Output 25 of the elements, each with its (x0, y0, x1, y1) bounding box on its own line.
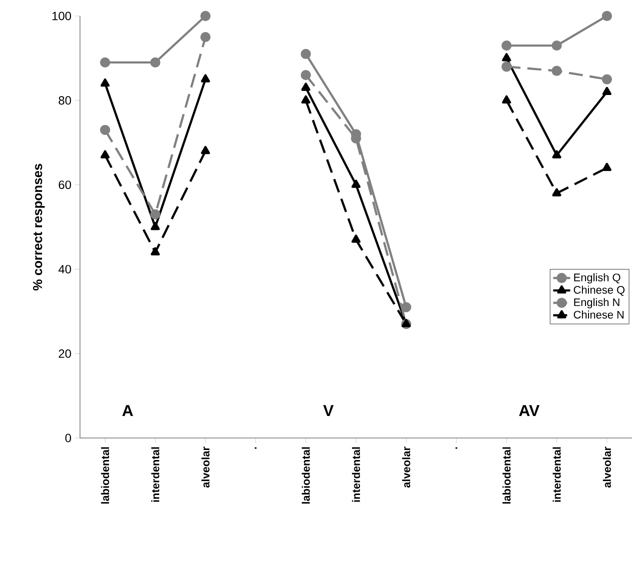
x-tick-label: labiodental (302, 447, 310, 504)
y-axis-title: % correct responses (33, 164, 45, 290)
annotation: AV (519, 405, 540, 416)
legend-label: English N (574, 298, 620, 308)
x-tick-label: alveolar (602, 446, 611, 488)
x-tick-label: interdental (352, 447, 360, 502)
y-tick-label: 100 (52, 12, 72, 20)
annotation: A (122, 405, 134, 416)
annotation: V (323, 405, 334, 416)
y-tick-label: 80 (58, 96, 72, 105)
y-tick-label: 20 (58, 349, 72, 358)
x-tick-label: interdental (552, 447, 561, 502)
legend-label: English Q (574, 273, 620, 284)
x-tick-label: alveolar (201, 446, 210, 488)
x-tick-label: interdental (151, 447, 160, 502)
legend-label: Chinese N (574, 310, 624, 319)
x-tick-label: labiodental (101, 447, 110, 504)
y-tick-label: 60 (58, 180, 72, 190)
y-tick-label: 0 (65, 434, 72, 442)
x-tick-label: . (456, 447, 458, 449)
x-tick-label: labiodental (502, 447, 511, 504)
y-tick-label: 40 (58, 264, 72, 274)
legend-label: Chinese Q (574, 286, 625, 296)
x-tick-label: alveolar (402, 446, 410, 488)
x-tick-label: . (254, 447, 256, 449)
